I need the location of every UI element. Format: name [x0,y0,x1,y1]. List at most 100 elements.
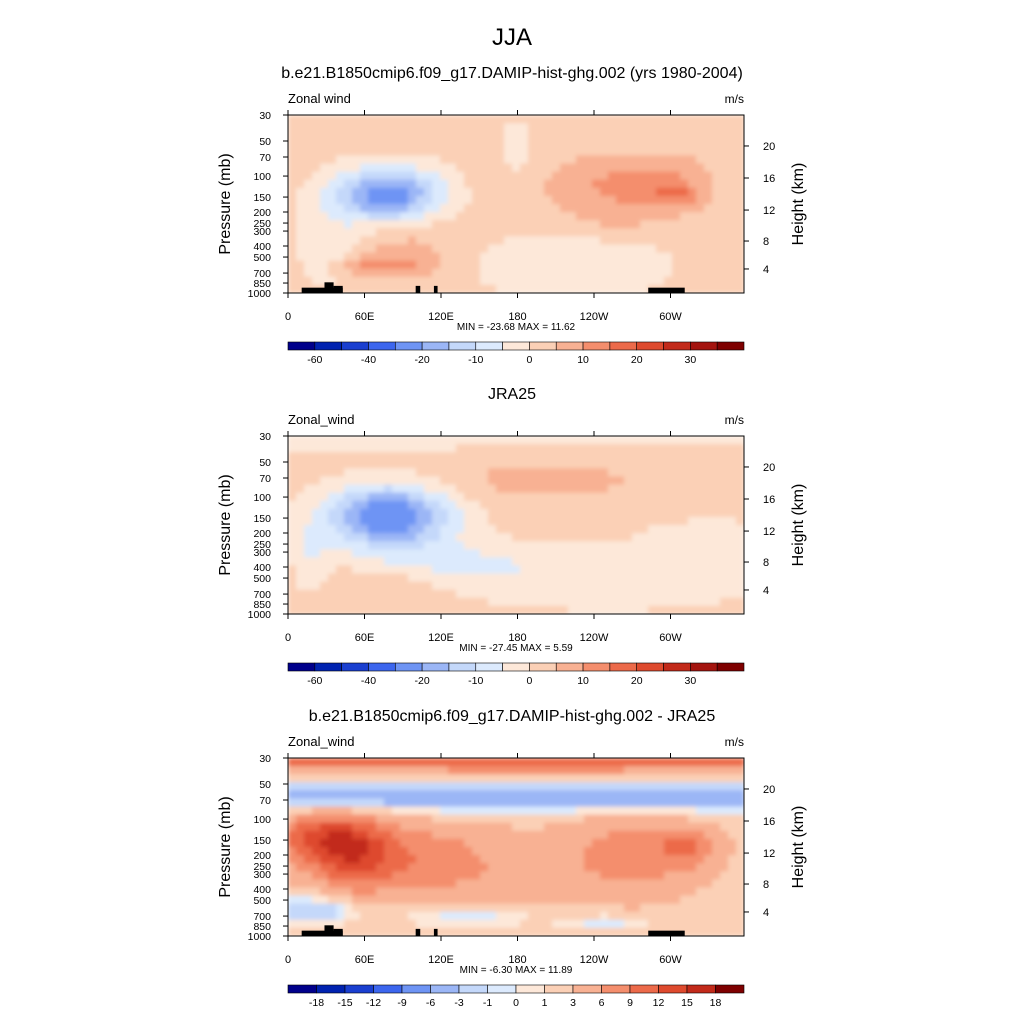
field-cell [568,541,577,550]
field-cell [616,163,625,173]
field-cell [328,814,337,824]
field-cell [648,822,657,832]
field-cell [632,436,641,445]
field-cell [520,798,529,808]
field-cell [432,766,441,775]
field-cell [368,903,377,913]
field-cell [664,814,673,824]
field-cell [640,903,649,913]
field-cell [368,830,377,840]
colorbar-label: 10 [577,675,589,687]
y-tick-label: 250 [253,861,271,873]
field-cell [472,484,481,494]
colorbar-label: -40 [361,354,376,366]
field-cell [632,187,641,197]
field-cell [288,179,297,189]
field-cell [648,212,657,221]
field-cell [584,838,593,848]
field-cell [312,260,321,270]
field-cell [736,252,745,262]
field-cell [648,276,657,286]
field-cell [488,927,497,937]
field-cell [408,798,417,808]
field-cell [736,260,745,270]
field-cell [328,790,337,800]
field-cell [712,444,721,453]
field-cell [608,123,617,132]
field-cell [456,830,465,840]
field-cell [528,131,537,140]
field-cell [464,220,473,229]
field-cell [680,204,689,213]
field-cell [328,525,337,534]
field-cell [440,179,449,189]
field-cell [680,220,689,229]
field-cell [520,597,529,607]
field-cell [648,139,657,148]
field-cell [584,123,593,132]
field-cell [672,871,681,880]
field-cell [304,565,313,575]
field-cell [448,452,457,461]
field-cell [352,855,361,864]
field-cell [400,758,409,767]
field-cell [472,887,481,897]
field-cell [448,541,457,550]
field-cell [304,758,313,767]
field-cell [504,516,513,526]
field-cell [328,822,337,832]
field-cell [664,123,673,132]
field-cell [392,276,401,286]
field-cell [304,830,313,840]
field-cell [576,155,585,165]
field-cell [336,782,345,791]
field-cell [736,895,745,905]
field-cell [648,605,657,615]
field-cell [592,887,601,897]
field-cell [536,533,545,542]
field-cell [664,500,673,510]
colorbar-label: 10 [577,354,589,366]
field-cell [368,131,377,140]
field-cell [680,244,689,254]
field-cell [312,589,321,599]
y-tick-label: 700 [253,911,271,923]
field-cell [520,171,529,181]
field-cell [368,139,377,148]
field-cell [416,605,425,615]
field-cell [648,204,657,213]
field-cell [568,565,577,575]
field-cell [360,236,369,246]
field-cell [304,822,313,832]
field-cell [344,766,353,775]
y-tick-label: 70 [259,795,271,807]
field-cell [544,147,553,157]
field-cell [504,871,513,880]
field-cell [384,565,393,575]
field-cell [696,484,705,494]
field-cell [704,758,713,767]
field-cell [408,838,417,848]
field-cell [600,268,609,278]
field-cell [584,476,593,486]
field-cell [704,508,713,518]
field-cell [392,871,401,880]
y-tick-label: 50 [259,136,271,148]
field-cell [408,444,417,453]
field-cell [416,452,425,461]
field-cell [632,855,641,864]
field-cell [576,581,585,591]
field-cell [560,822,569,832]
field-cell [464,115,473,124]
field-cell [528,187,537,197]
field-cell [576,284,585,294]
field-cell [552,508,561,518]
field-cell [520,460,529,469]
field-cell [544,220,553,229]
field-cell [568,252,577,262]
field-cell [608,252,617,262]
field-cell [520,155,529,165]
field-cell [736,525,745,534]
field-cell [640,863,649,872]
field-cell [696,268,705,278]
